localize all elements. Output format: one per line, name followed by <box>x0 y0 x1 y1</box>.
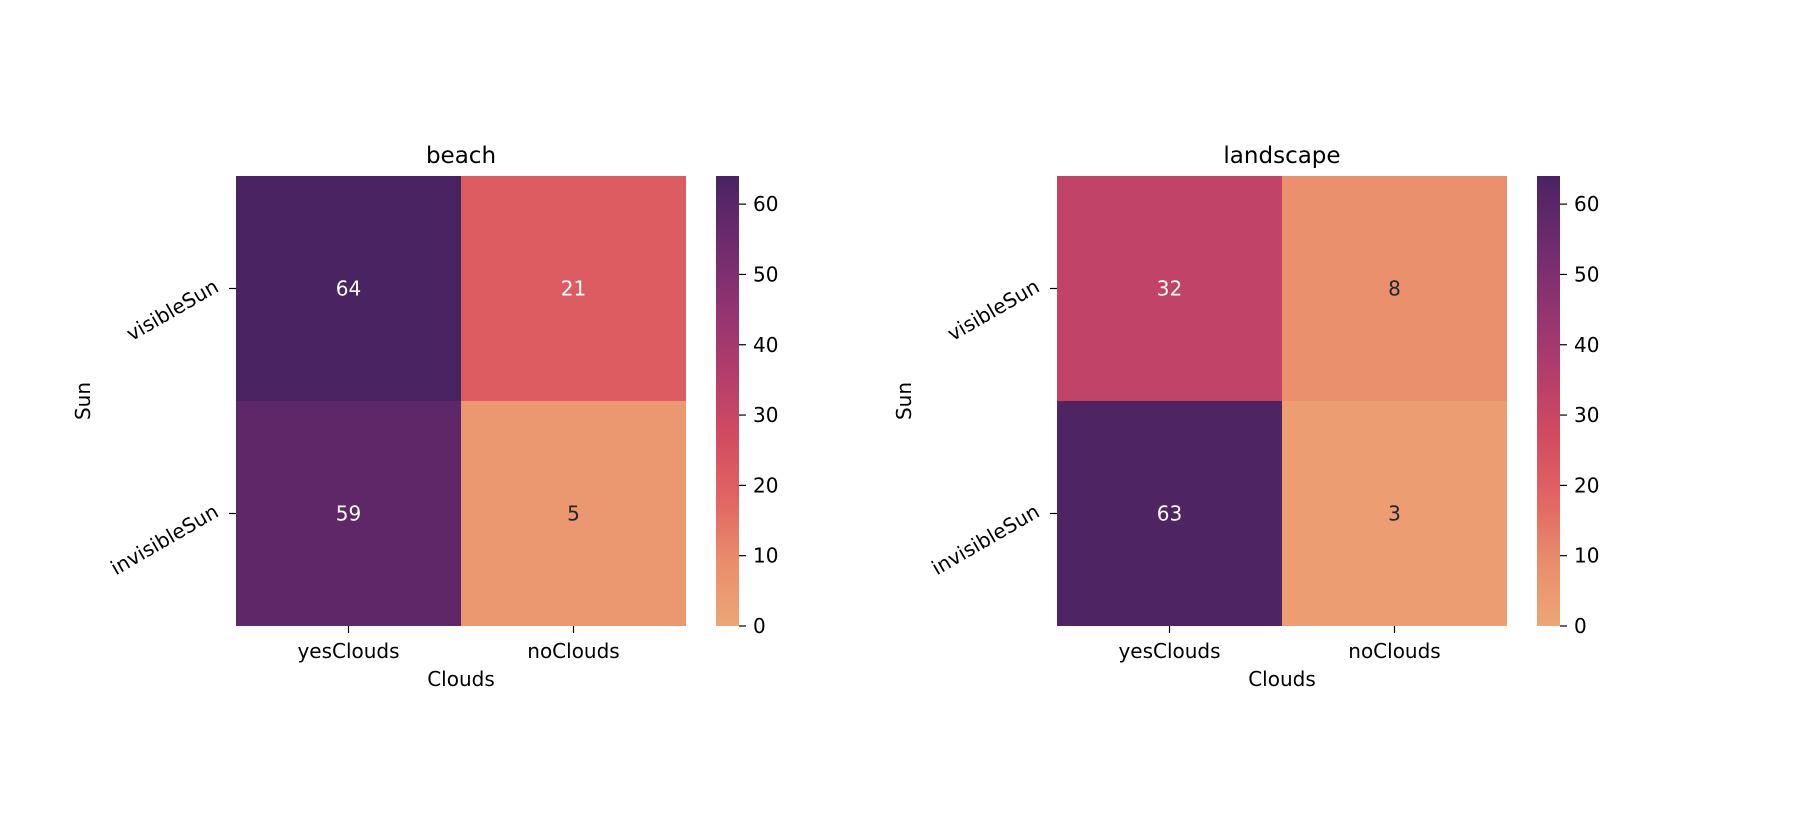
panel-title: landscape <box>1223 143 1340 169</box>
cell-value-label: 64 <box>336 277 361 301</box>
cell-value-label: 3 <box>1388 502 1401 526</box>
heatmap-cell <box>1057 176 1282 401</box>
heatmap-panel-landscape: landscape 32 8 63 3 yesClouds noClouds Clouds vi… <box>892 143 1599 691</box>
cell-value-label: 21 <box>561 277 586 301</box>
colorbar-tick-label: 30 <box>753 403 778 427</box>
heatmap-cell <box>236 176 461 401</box>
panel-title: beach <box>426 143 496 169</box>
x-axis-label: Clouds <box>427 667 495 691</box>
cell-value-label: 63 <box>1157 502 1182 526</box>
colorbar-tick-label: 10 <box>753 544 778 568</box>
colorbar-tick-label: 10 <box>1574 544 1599 568</box>
cell-value-label: 8 <box>1388 277 1401 301</box>
colorbar-tick-label: 40 <box>1574 333 1599 357</box>
x-tick-label: yesClouds <box>297 639 399 663</box>
heatmap-cell <box>461 401 686 626</box>
y-tick-label: visibleSun <box>943 274 1043 346</box>
cell-value-label: 32 <box>1157 277 1182 301</box>
colorbar-tick-label: 20 <box>1574 473 1599 497</box>
y-tick-label: invisibleSun <box>927 499 1043 580</box>
y-axis-label: Sun <box>71 382 95 420</box>
colorbar-tick-label: 40 <box>753 333 778 357</box>
colorbar-tick-label: 30 <box>1574 403 1599 427</box>
colorbar-tick-label: 50 <box>1574 262 1599 286</box>
colorbar <box>1537 176 1560 626</box>
colorbar-tick-label: 60 <box>753 192 778 216</box>
x-tick-label: yesClouds <box>1118 639 1220 663</box>
y-tick-label: invisibleSun <box>106 499 222 580</box>
x-tick-label: noClouds <box>1348 639 1440 663</box>
y-tick-label: visibleSun <box>122 274 222 346</box>
colorbar-tick-label: 0 <box>1574 614 1587 638</box>
cell-value-label: 5 <box>567 502 580 526</box>
colorbar <box>716 176 739 626</box>
cell-value-label: 59 <box>336 502 361 526</box>
heatmap-panel-beach: beach 64 21 59 5 yesClouds noClouds Clouds visib… <box>71 143 778 691</box>
heatmap-cell <box>1282 176 1507 401</box>
heatmap-cell <box>1282 401 1507 626</box>
heatmap-cell <box>461 176 686 401</box>
heatmap-cell <box>236 401 461 626</box>
x-axis-label: Clouds <box>1248 667 1316 691</box>
y-axis-label: Sun <box>892 382 916 420</box>
heatmap-cell <box>1057 401 1282 626</box>
x-tick-label: noClouds <box>527 639 619 663</box>
colorbar-tick-label: 20 <box>753 473 778 497</box>
colorbar-tick-label: 50 <box>753 262 778 286</box>
colorbar-tick-label: 0 <box>753 614 766 638</box>
colorbar-tick-label: 60 <box>1574 192 1599 216</box>
